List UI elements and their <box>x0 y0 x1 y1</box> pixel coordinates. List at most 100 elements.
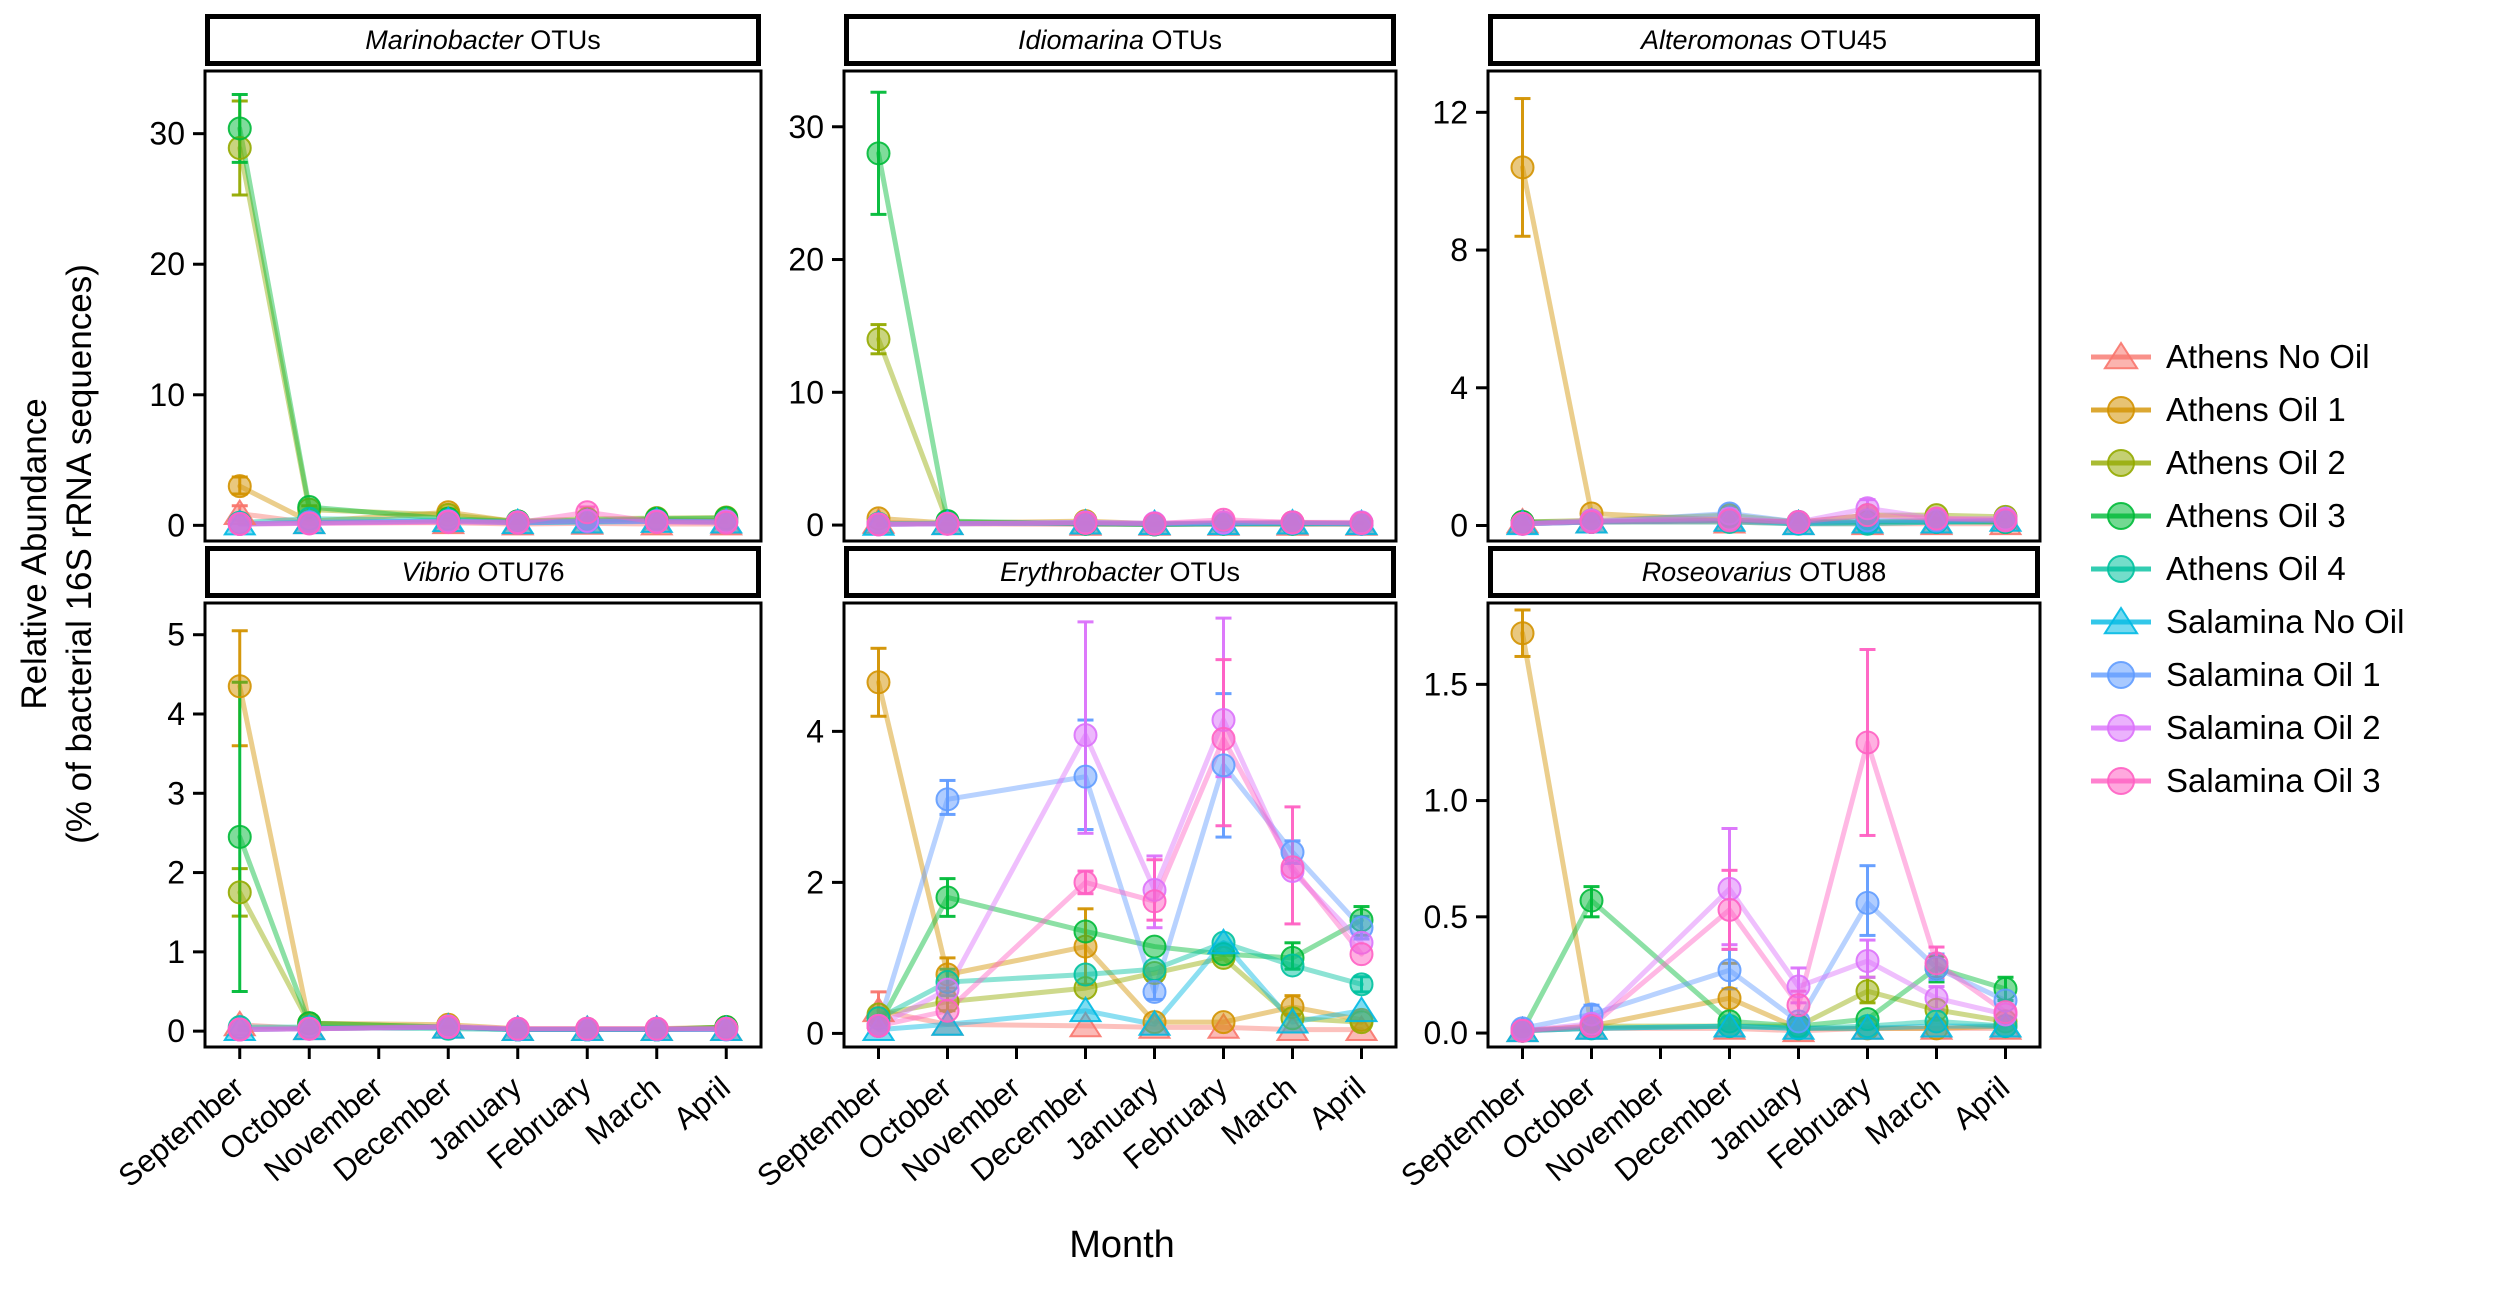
x-axis-title: Month <box>1069 1224 1175 1266</box>
panel-strip-vibrio: Vibrio OTU76 <box>205 546 761 598</box>
legend-item-salamina_no_oil: Salamina No Oil <box>2088 595 2498 648</box>
y-axis-title-line2: (% of bacterial 16S rRNA sequences) <box>60 264 99 844</box>
panel-strip-marinobacter: Marinobacter OTUs <box>205 14 761 66</box>
y-axis-title-line1: Relative Abundance <box>15 398 55 710</box>
svg-text:0: 0 <box>806 507 824 543</box>
plot-area-marinobacter: 0 10 20 30 <box>149 69 763 543</box>
panel-alteromonas: Alteromonas OTU45 0 4 8 12 <box>1393 14 2050 549</box>
series-layer <box>1505 608 2023 1043</box>
svg-text:0: 0 <box>806 1015 824 1051</box>
legend-label-salamina_no_oil: Salamina No Oil <box>2166 602 2405 640</box>
svg-text:March: March <box>1859 1070 1947 1152</box>
svg-text:10: 10 <box>149 377 185 413</box>
svg-text:8: 8 <box>1450 232 1468 268</box>
legend-item-athens_oil_3: Athens Oil 3 <box>2088 489 2498 542</box>
series-points-salamina_oil_3 <box>1510 730 2018 1043</box>
svg-text:4: 4 <box>1450 370 1468 406</box>
athens_oil_1-legend-marker-icon <box>2091 395 2151 424</box>
y-axis-title: Relative Abundance (% of bacterial 16S r… <box>13 264 103 844</box>
svg-text:0.0: 0.0 <box>1424 1015 1468 1051</box>
series-points-athens_oil_1 <box>227 674 739 1041</box>
strip-rest: OTUs <box>522 24 601 55</box>
legend-label-athens_oil_2: Athens Oil 2 <box>2166 443 2346 481</box>
salamina_no_oil-legend-marker-icon <box>2091 605 2151 634</box>
series-points-salamina_oil_3 <box>227 1015 739 1042</box>
legend-item-salamina_oil_1: Salamina Oil 1 <box>2088 648 2498 701</box>
series-points-salamina_oil_3 <box>1510 503 2018 536</box>
strip-rest: OTU76 <box>470 556 565 587</box>
series-line-athens_oil_3 <box>237 125 729 524</box>
series-line-athens_oil_1 <box>237 683 729 1032</box>
svg-text:April: April <box>1946 1070 2016 1137</box>
svg-text:0: 0 <box>167 507 185 543</box>
panel-strip-roseovarius: Roseovarius OTU88 <box>1488 546 2040 598</box>
svg-text:10: 10 <box>788 374 824 410</box>
athens_no_oil-legend-marker-icon <box>2091 340 2151 369</box>
athens_oil_2-legend-marker-icon <box>2091 448 2151 477</box>
strip-genus: Erythrobacter <box>999 556 1163 587</box>
svg-text:12: 12 <box>1432 94 1468 130</box>
strip-genus: Idiomarina <box>1017 24 1145 55</box>
panel-strip-alteromonas: Alteromonas OTU45 <box>1488 14 2040 66</box>
legend-label-salamina_oil_3: Salamina Oil 3 <box>2166 761 2381 799</box>
panel-idiomarina: Idiomarina OTUs 0 10 20 30 <box>749 14 1406 549</box>
series-line-athens_oil_2 <box>237 145 729 524</box>
svg-text:March: March <box>1215 1070 1303 1152</box>
legend-item-athens_oil_2: Athens Oil 2 <box>2088 436 2498 489</box>
legend-item-salamina_oil_2: Salamina Oil 2 <box>2088 701 2498 754</box>
panel-roseovarius: Roseovarius OTU88 0.0 0.5 1.0 1.5 September O… <box>1393 546 2050 1229</box>
panel-strip-erythrobacter: Erythrobacter OTUs <box>844 546 1396 598</box>
plot-area-alteromonas: 0 4 8 12 <box>1432 69 2042 544</box>
series-layer <box>861 616 1379 1042</box>
svg-text:20: 20 <box>788 242 824 278</box>
legend-item-athens_oil_1: Athens Oil 1 <box>2088 383 2498 436</box>
series-line-athens_oil_3 <box>876 150 1364 527</box>
strip-genus: Vibrio <box>401 556 470 587</box>
svg-text:0: 0 <box>167 1013 185 1049</box>
strip-rest: OTU88 <box>1791 556 1887 587</box>
plot-area-erythrobacter: 024SeptemberOctoberNovemberDecemberJanua… <box>750 601 1398 1194</box>
plot-area-idiomarina: 0 10 20 30 <box>788 69 1398 543</box>
series-line-athens_oil_2 <box>876 336 1364 527</box>
legend-label-salamina_oil_1: Salamina Oil 1 <box>2166 655 2381 693</box>
svg-text:2: 2 <box>806 864 824 900</box>
legend: Athens No Oil Athens Oil 1 Athens Oil 2 Ath… <box>2088 330 2498 807</box>
salamina_oil_2-legend-marker-icon <box>2091 713 2151 742</box>
legend-label-athens_oil_1: Athens Oil 1 <box>2166 390 2346 428</box>
series-points-athens_oil_3 <box>227 116 739 534</box>
series-line-athens_oil_1 <box>1520 164 2008 525</box>
svg-text:0: 0 <box>1450 508 1468 544</box>
svg-text:5: 5 <box>167 617 185 653</box>
series-line-athens_oil_2 <box>237 889 729 1033</box>
legend-item-athens_no_oil: Athens No Oil <box>2088 330 2498 383</box>
salamina_oil_3-legend-marker-icon <box>2091 766 2151 795</box>
legend-label-salamina_oil_2: Salamina Oil 2 <box>2166 708 2381 746</box>
svg-text:20: 20 <box>149 246 185 282</box>
svg-text:1.0: 1.0 <box>1424 783 1468 819</box>
legend-item-salamina_oil_3: Salamina Oil 3 <box>2088 754 2498 807</box>
legend-label-athens_oil_3: Athens Oil 3 <box>2166 496 2346 534</box>
legend-label-athens_no_oil: Athens No Oil <box>2166 337 2370 375</box>
plot-area-vibrio: 012345SeptemberOctoberNovemberDecemberJa… <box>112 601 763 1194</box>
svg-text:30: 30 <box>149 116 185 152</box>
legend-label-athens_oil_4: Athens Oil 4 <box>2166 549 2346 587</box>
svg-text:2: 2 <box>167 855 185 891</box>
plot-area-roseovarius: 0.00.51.01.5SeptemberOctoberNovemberDece… <box>1394 601 2042 1194</box>
series-layer <box>222 629 744 1042</box>
series-errorbars-athens_oil_1 <box>1514 608 1738 1030</box>
legend-item-athens_oil_4: Athens Oil 4 <box>2088 542 2498 595</box>
panel-erythrobacter: Erythrobacter OTUs 0 2 4 September October No… <box>749 546 1406 1229</box>
strip-rest: OTUs <box>1144 24 1223 55</box>
svg-text:April: April <box>667 1070 737 1137</box>
panel-strip-idiomarina: Idiomarina OTUs <box>844 14 1396 66</box>
svg-text:March: March <box>579 1070 667 1152</box>
series-layer <box>861 90 1379 537</box>
svg-text:3: 3 <box>167 775 185 811</box>
svg-text:1: 1 <box>167 934 185 970</box>
series-points-salamina_oil_3 <box>227 500 739 537</box>
svg-text:1.5: 1.5 <box>1424 666 1468 702</box>
panel-vibrio: Vibrio OTU76 0 1 2 3 4 5 September October Novem… <box>110 546 771 1229</box>
strip-rest: OTU45 <box>1792 24 1888 55</box>
athens_oil_4-legend-marker-icon <box>2091 554 2151 583</box>
panel-marinobacter: Marinobacter OTUs 0 10 20 30 <box>110 14 771 549</box>
